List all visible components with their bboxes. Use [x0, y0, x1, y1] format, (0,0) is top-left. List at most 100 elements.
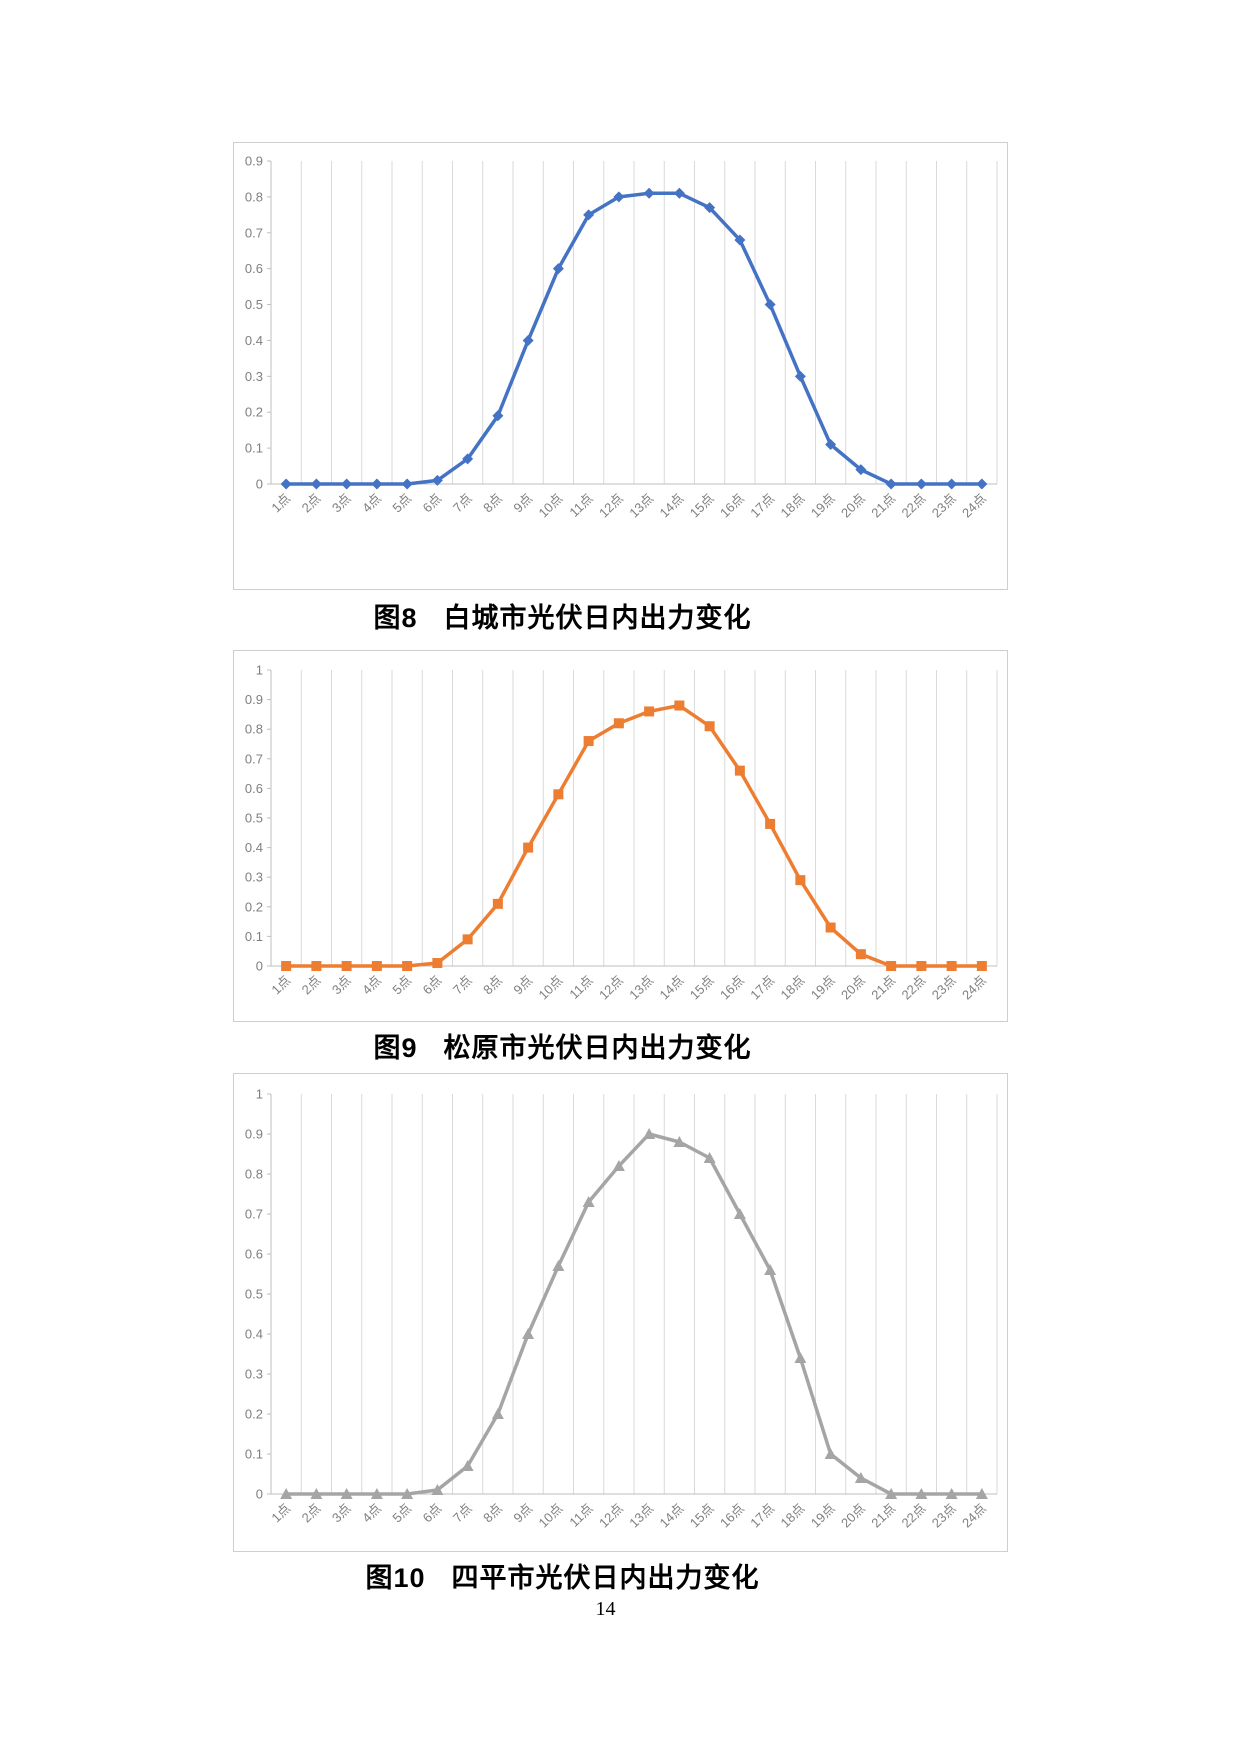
x-tick-label: 13点 [626, 491, 656, 521]
x-tick-label: 8点 [480, 973, 505, 998]
figure9-chart: 0 0.1 0.2 0.3 0.4 0.5 0.6 0.7 0.8 0.9 1 1点 2点 3点 4点 5点 6… [233, 650, 1008, 1022]
y-tick-label: 0.8 [245, 1167, 263, 1182]
x-tick-label: 10点 [535, 1501, 565, 1531]
diamond-marker [462, 453, 474, 465]
y-tick-label: 0 [256, 1487, 263, 1502]
x-tick-label: 23点 [929, 973, 959, 1003]
square-marker [311, 961, 322, 971]
diamond-marker [734, 234, 746, 246]
x-tick-label: 11点 [566, 1501, 595, 1530]
diamond-marker [673, 187, 685, 199]
y-tick-label: 0 [256, 959, 263, 974]
square-marker [916, 961, 927, 971]
triangle-marker [370, 1488, 383, 1499]
diamond-marker [522, 334, 534, 346]
square-marker [765, 818, 776, 829]
x-tick-label: 7点 [450, 973, 475, 998]
x-tick-label: 10点 [535, 491, 565, 521]
square-marker [644, 706, 655, 717]
x-tick-label: 16点 [717, 491, 747, 521]
y-tick-label: 0.4 [245, 840, 263, 855]
y-tick-label: 0.2 [245, 1407, 263, 1422]
y-tick-label: 0.3 [245, 369, 263, 384]
x-tick-label: 21点 [868, 491, 898, 521]
x-tick-label: 5点 [389, 491, 414, 516]
x-tick-label: 15点 [687, 973, 717, 1003]
square-marker [795, 875, 806, 886]
square-marker [432, 958, 443, 969]
x-tick-label: 18点 [777, 1501, 807, 1531]
y-tick-label: 0.3 [245, 870, 263, 885]
figure9-caption-label: 图9 [373, 1033, 418, 1063]
figure10-caption-label: 图10 [365, 1563, 426, 1593]
triangle-marker [915, 1488, 928, 1499]
x-tick-label: 3点 [329, 1501, 354, 1526]
square-marker [855, 949, 866, 960]
series-markers [281, 700, 987, 971]
y-tick-label: 0.5 [245, 297, 263, 312]
x-tick-label: 12点 [596, 1501, 626, 1531]
triangle-marker [703, 1152, 716, 1163]
square-marker [371, 961, 382, 971]
x-tick-label: 13点 [626, 973, 656, 1003]
triangle-marker [733, 1208, 746, 1219]
diamond-marker [310, 478, 322, 490]
y-tick-label: 0.6 [245, 1247, 263, 1262]
x-tick-label: 1点 [268, 1501, 293, 1526]
triangle-marker [340, 1488, 353, 1499]
x-tick-label: 7点 [450, 491, 475, 516]
figure9-caption-title: 松原市光伏日内出力变化 [443, 1033, 752, 1063]
series-line [284, 1132, 984, 1496]
diamond-marker [371, 478, 383, 490]
y-tick-label: 0.4 [245, 1327, 263, 1342]
y-tick-label: 0.3 [245, 1367, 263, 1382]
figure8-caption-title: 白城市光伏日内出力变化 [443, 603, 752, 633]
square-marker [734, 765, 745, 776]
diamond-marker [704, 202, 716, 214]
diamond-marker [492, 410, 504, 422]
x-tick-label: 16点 [717, 1501, 747, 1531]
diamond-marker [825, 439, 837, 451]
x-tick-label: 17点 [747, 973, 777, 1003]
y-tick-label: 0.1 [245, 441, 263, 456]
x-axis-labels: 1点 2点 3点 4点 5点 6点 7点 8点 9点 10点 11点 12点 13点 14点 15点 16点 1… [268, 1501, 989, 1531]
diamond-marker [915, 478, 927, 490]
x-axis-labels: 1点 2点 3点 4点 5点 6点 7点 8点 9点 10点 11点 12点 13点 14点 15点 16点 1… [268, 491, 989, 521]
x-tick-label: 3点 [329, 973, 354, 998]
square-marker [976, 961, 987, 971]
x-tick-label: 5点 [389, 1501, 414, 1526]
triangle-marker [431, 1484, 444, 1495]
x-tick-label: 16点 [717, 973, 747, 1003]
x-tick-label: 14点 [656, 1501, 686, 1531]
x-tick-label: 8点 [480, 491, 505, 516]
x-tick-label: 18点 [777, 973, 807, 1003]
page-number: 14 [595, 1598, 616, 1620]
y-tick-label: 0.1 [245, 929, 263, 944]
x-tick-label: 15点 [687, 1501, 717, 1531]
figure10-chart: 0 0.1 0.2 0.3 0.4 0.5 0.6 0.7 0.8 0.9 1 1点 2点 3点 4点 5点 6… [233, 1073, 1008, 1552]
y-tick-label: 0.8 [245, 189, 263, 204]
figure8-caption: 图8 白城市光伏日内出力变化 [175, 596, 950, 635]
x-tick-label: 14点 [656, 973, 686, 1003]
diamond-marker [613, 191, 625, 203]
y-tick-label: 0.9 [245, 1127, 263, 1142]
figure10-caption-title: 四平市光伏日内出力变化 [451, 1563, 760, 1593]
triangle-marker [310, 1488, 323, 1499]
y-tick-label: 0.5 [245, 1287, 263, 1302]
x-tick-label: 10点 [535, 973, 565, 1003]
y-tick-label: 0.9 [245, 154, 263, 169]
x-tick-label: 22点 [898, 1501, 928, 1531]
triangle-marker [612, 1160, 625, 1171]
y-tick-label: 0 [256, 477, 263, 492]
gridlines [270, 1094, 998, 1494]
triangle-marker [854, 1472, 867, 1483]
x-tick-label: 19点 [808, 1501, 838, 1531]
x-tick-label: 24点 [959, 973, 989, 1003]
series-markers [280, 187, 988, 490]
diamond-marker [401, 478, 413, 490]
x-tick-label: 7点 [450, 1501, 475, 1526]
gridlines [270, 161, 998, 484]
figure9-caption: 图9 松原市光伏日内出力变化 [175, 1026, 950, 1065]
